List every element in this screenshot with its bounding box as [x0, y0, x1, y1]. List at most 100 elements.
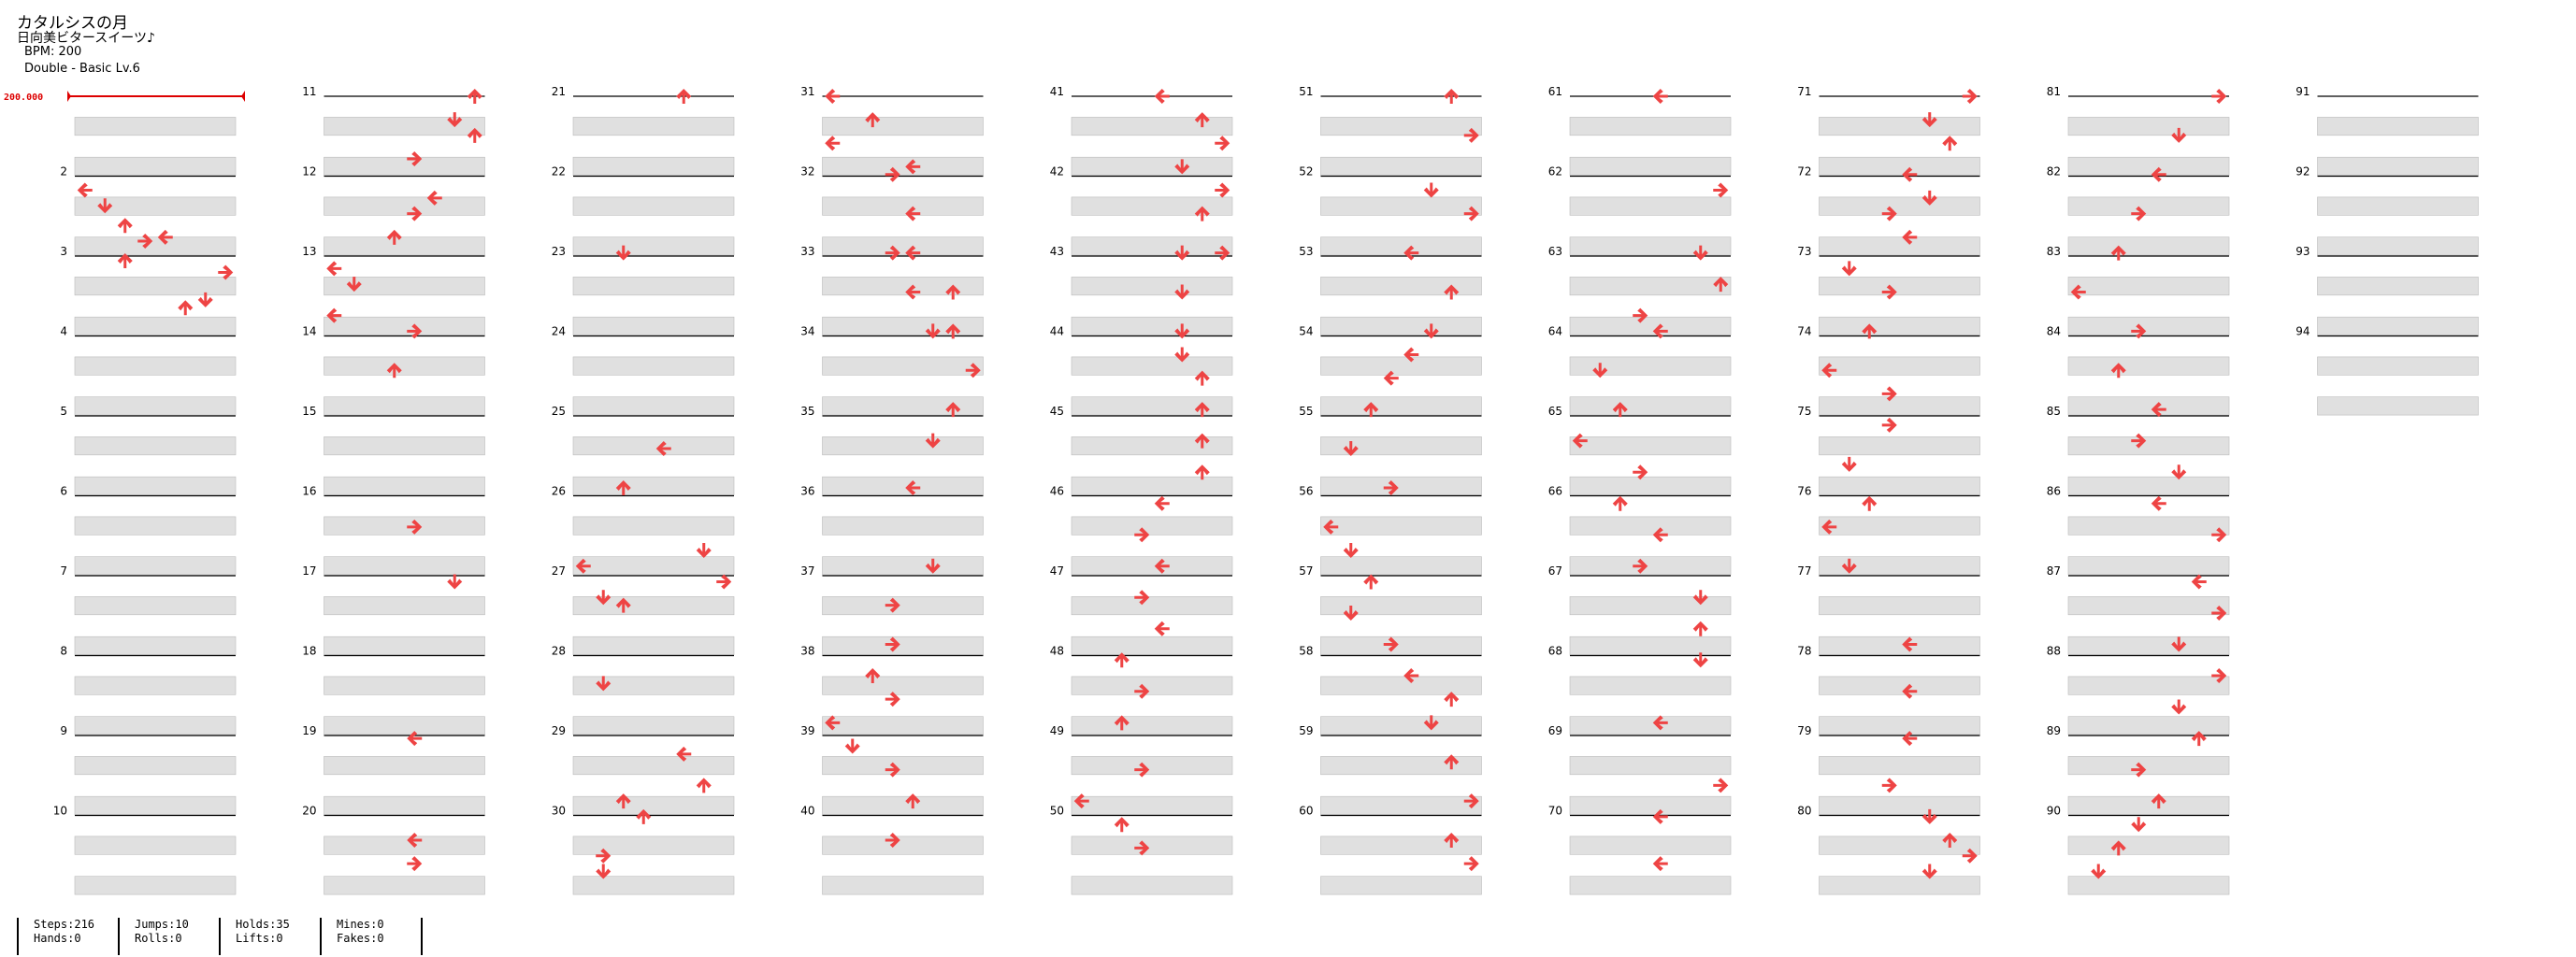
note-arrow-icon — [905, 284, 921, 300]
beat-stripe — [572, 277, 735, 296]
note-arrow-icon — [2110, 363, 2126, 379]
beat-stripe — [2067, 756, 2230, 776]
note-arrow-icon — [1403, 347, 1419, 363]
beat-stripe — [2067, 556, 2230, 576]
beat-stripe — [2067, 277, 2230, 296]
beat-stripe — [324, 117, 485, 136]
beat-stripe — [1320, 316, 1482, 336]
measure-number: 71 — [1797, 85, 1811, 98]
measure-number: 22 — [552, 165, 566, 179]
beat-stripe — [1569, 876, 1732, 895]
note-arrow-icon — [346, 277, 362, 293]
measure-number: 45 — [1050, 405, 1064, 418]
note-arrow-icon — [2211, 527, 2227, 543]
beat-stripe — [1320, 596, 1482, 616]
note-arrow-icon — [218, 264, 234, 280]
note-arrow-icon — [1652, 89, 1668, 104]
note-arrow-icon — [2211, 668, 2227, 684]
note-arrow-icon — [178, 300, 194, 316]
note-arrow-icon — [1114, 817, 1130, 833]
note-arrow-icon — [407, 833, 423, 849]
beat-stripe — [1569, 516, 1732, 536]
measure-number: 20 — [302, 805, 316, 818]
beat-stripe — [324, 516, 485, 536]
beat-stripe — [74, 277, 237, 296]
note-arrow-icon — [636, 808, 652, 824]
beat-stripe — [1320, 756, 1482, 776]
note-arrow-icon — [1902, 229, 1918, 245]
note-arrow-icon — [885, 636, 900, 652]
beat-stripe — [324, 636, 485, 655]
measure-number: 68 — [1548, 645, 1562, 658]
note-arrow-icon — [2171, 127, 2187, 143]
note-arrow-icon — [1841, 558, 1857, 574]
measure-number: 16 — [302, 485, 316, 498]
measure-number: 44 — [1050, 325, 1064, 338]
note-arrow-icon — [2191, 574, 2207, 590]
beat-stripe — [74, 556, 237, 576]
beat-stripe — [74, 236, 237, 256]
measure-number: 27 — [552, 564, 566, 578]
note-arrow-icon — [1194, 112, 1210, 128]
note-arrow-icon — [386, 363, 402, 379]
beat-stripe — [1819, 117, 1980, 136]
beat-stripe — [572, 236, 735, 256]
song-title: カタルシスの月 — [17, 14, 128, 33]
beat-stripe — [822, 236, 984, 256]
measure-number: 26 — [552, 485, 566, 498]
note-arrow-icon — [1383, 370, 1399, 386]
measure-number: 12 — [302, 165, 316, 179]
note-arrow-icon — [1343, 441, 1359, 457]
measure-number: 59 — [1299, 724, 1313, 737]
beat-stripe — [2317, 316, 2479, 336]
note-arrow-icon — [1444, 833, 1460, 849]
measure-number: 9 — [60, 724, 67, 737]
note-arrow-icon — [2151, 402, 2166, 418]
note-arrow-icon — [1841, 261, 1857, 277]
note-arrow-icon — [97, 198, 113, 214]
beat-stripe — [74, 117, 237, 136]
beat-stripe — [1569, 476, 1732, 495]
beat-stripe — [74, 716, 237, 736]
note-arrow-icon — [865, 112, 881, 128]
beat-stripe — [1569, 556, 1732, 576]
note-arrow-icon — [945, 402, 961, 418]
measure-number: 10 — [53, 805, 67, 818]
note-arrow-icon — [1862, 323, 1878, 339]
beat-stripe — [74, 836, 237, 855]
beat-stripe — [822, 596, 984, 616]
note-arrow-icon — [1713, 778, 1729, 793]
measure-number: 39 — [800, 724, 814, 737]
beat-stripe — [324, 476, 485, 495]
note-arrow-icon — [1403, 668, 1419, 684]
beat-stripe — [2067, 876, 2230, 895]
note-arrow-icon — [2211, 89, 2227, 104]
beat-stripe — [572, 596, 735, 616]
note-arrow-icon — [825, 136, 841, 151]
note-arrow-icon — [77, 182, 93, 198]
beat-stripe — [822, 636, 984, 655]
measure-number: 43 — [1050, 245, 1064, 258]
note-arrow-icon — [676, 89, 692, 104]
measure-number: 34 — [800, 325, 814, 338]
note-arrow-icon — [945, 284, 961, 300]
measure-number: 50 — [1050, 805, 1064, 818]
note-arrow-icon — [117, 252, 133, 268]
beat-stripe — [324, 836, 485, 855]
note-arrow-icon — [407, 519, 423, 535]
measure-number: 89 — [2047, 724, 2061, 737]
beat-stripe — [1569, 436, 1732, 456]
beat-stripe — [1071, 795, 1233, 815]
measure-number: 49 — [1050, 724, 1064, 737]
beat-stripe — [1320, 117, 1482, 136]
beat-stripe — [2067, 836, 2230, 855]
measure-number: 90 — [2047, 805, 2061, 818]
note-arrow-icon — [596, 848, 612, 864]
beat-stripe — [822, 836, 984, 855]
measure-number: 35 — [800, 405, 814, 418]
note-arrow-icon — [2151, 166, 2166, 182]
beat-stripe — [1569, 356, 1732, 376]
measure-number: 87 — [2047, 564, 2061, 578]
note-arrow-icon — [905, 206, 921, 221]
measure-number: 32 — [800, 165, 814, 179]
